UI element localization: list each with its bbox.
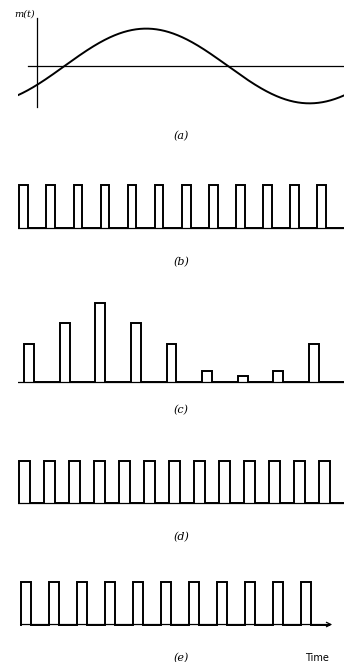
Text: Time: Time	[305, 653, 329, 662]
Text: (d): (d)	[173, 532, 189, 542]
Text: m(t): m(t)	[15, 10, 35, 19]
Text: (b): (b)	[173, 257, 189, 267]
Text: (c): (c)	[174, 405, 189, 416]
Text: (e): (e)	[173, 653, 189, 662]
Text: (a): (a)	[173, 131, 189, 142]
